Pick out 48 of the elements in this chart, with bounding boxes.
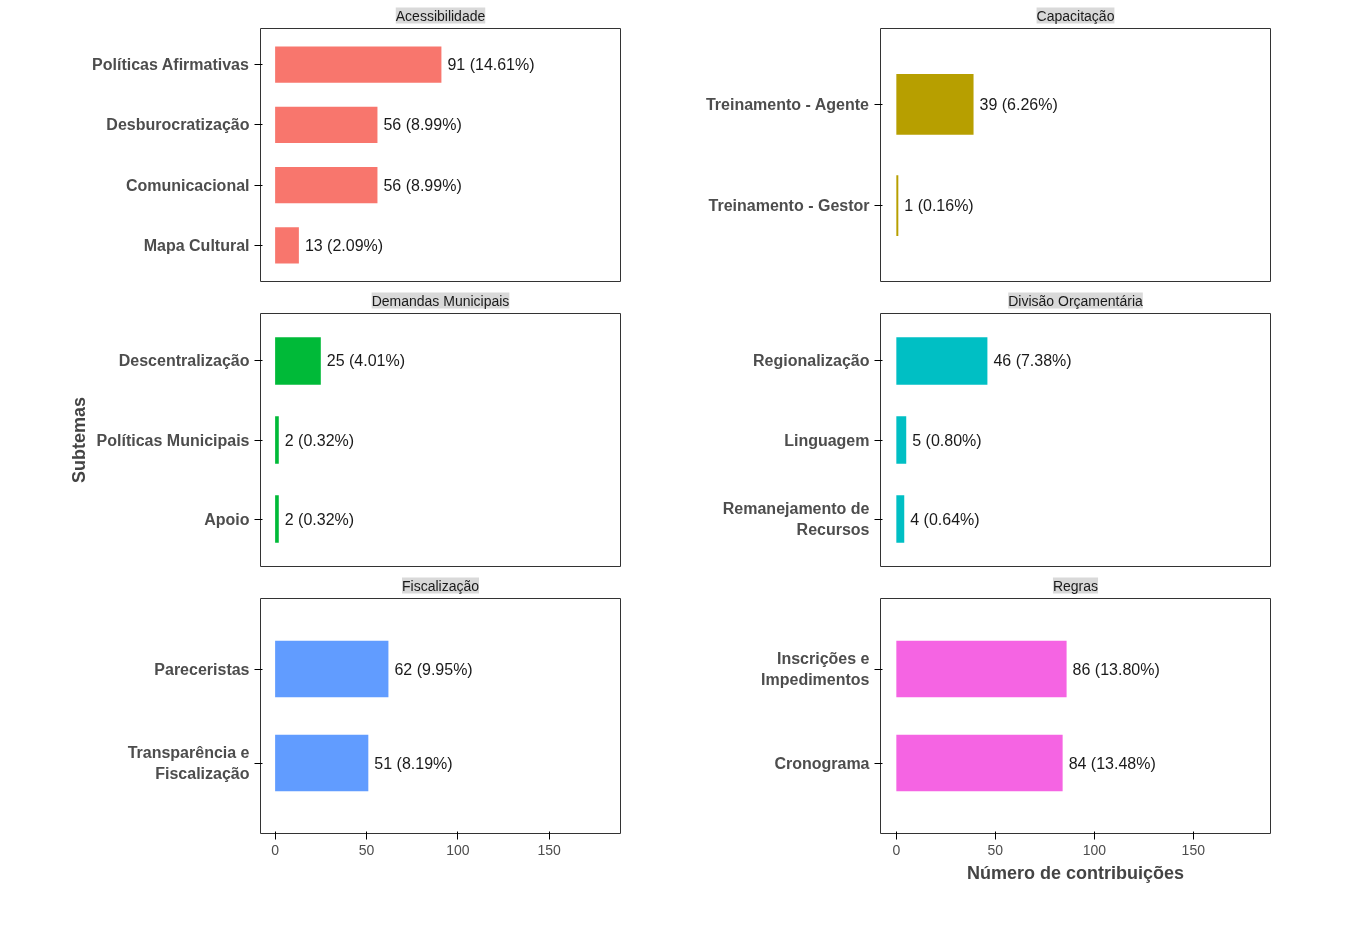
y-tick-label: Políticas Municipais (96, 431, 250, 449)
x-tick-label: 100 (446, 841, 470, 858)
x-axis-title: Número de contribuições (966, 862, 1185, 883)
data-label: 1 (0.16%) (904, 197, 974, 215)
y-tick-label: Linguagem (784, 431, 870, 449)
chart-title: Demandas Municipais (371, 292, 510, 309)
data-label: 56 (8.99%) (383, 176, 462, 194)
chart-title: Capacitação (1036, 7, 1115, 24)
x-tick-label: 50 (987, 841, 1004, 858)
data-label: 84 (13.48%) (1068, 754, 1156, 772)
data-label: 2 (0.32%) (284, 510, 355, 528)
chart-title: Acessibilidade (395, 7, 486, 24)
data-label: 86 (13.80%) (1072, 660, 1160, 678)
y-tick-label: Treinamento - Agente (705, 95, 870, 113)
chart-title: Divisão Orçamentária (1008, 292, 1144, 309)
chart-title: Fiscalização (401, 577, 480, 594)
y-tick-label: Remanejamento de Recursos (722, 500, 870, 538)
x-tick-label: 50 (358, 841, 375, 858)
data-label: 91 (14.61%) (447, 56, 535, 74)
data-label: 5 (0.80%) (912, 431, 982, 449)
data-label: 2 (0.32%) (284, 431, 355, 449)
y-tick-label: Transparência e Fiscalização (127, 744, 250, 782)
y-tick-label: Cronograma (774, 754, 870, 772)
y-tick-label: Regionalização (753, 352, 870, 370)
y-tick-label: Desburocratização (106, 116, 250, 134)
y-tick-label: Comunicacional (125, 176, 250, 194)
data-label: 51 (8.19%) (374, 754, 453, 772)
y-tick-label: Políticas Afirmativas (92, 56, 250, 74)
y-tick-label: Mapa Cultural (143, 236, 250, 254)
y-axis-title: Subtemas (68, 396, 89, 484)
y-tick-label: Pareceristas (154, 660, 250, 678)
data-label: 25 (4.01%) (326, 352, 406, 370)
x-tick-label: 150 (1181, 841, 1206, 858)
data-label: 62 (9.95%) (394, 660, 473, 678)
y-tick-label: Apoio (204, 510, 250, 528)
data-label: 46 (7.38%) (993, 352, 1072, 370)
y-tick-label: Treinamento - Gestor (708, 197, 870, 215)
x-tick-label: 0 (271, 841, 280, 858)
y-tick-label: Inscrições e Impedimentos (761, 650, 870, 688)
x-tick-label: 0 (892, 841, 901, 858)
data-label: 4 (0.64%) (910, 510, 980, 528)
data-label: 56 (8.99%) (383, 116, 462, 134)
chart-title: Regras (1052, 577, 1099, 594)
data-label: 13 (2.09%) (304, 236, 384, 254)
y-tick-label: Descentralização (118, 352, 250, 370)
x-tick-label: 100 (1082, 841, 1107, 858)
x-tick-label: 150 (537, 841, 562, 858)
data-label: 39 (6.26%) (979, 95, 1058, 113)
